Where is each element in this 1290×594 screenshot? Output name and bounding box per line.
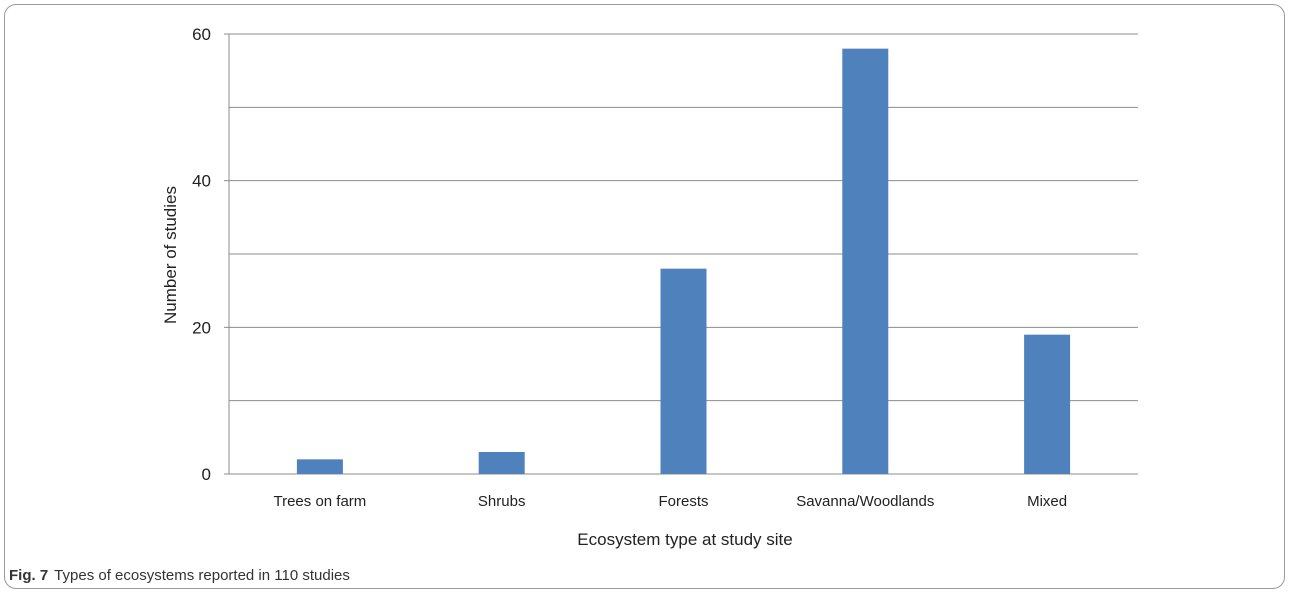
caption-text: Types of ecosystems reported in 110 stud… (54, 567, 350, 584)
x-tick-labels: Trees on farm Shrubs Forests Savanna/Woodla… (273, 493, 1067, 510)
figure-number: Fig. 7 (9, 567, 49, 584)
bar (478, 452, 525, 474)
gridlines (229, 33, 1138, 402)
bar (296, 459, 343, 474)
x-tick-label: Mixed (1027, 493, 1067, 510)
y-tick-label: 0 (202, 465, 211, 484)
y-tick-labels: 0 20 40 60 (192, 25, 211, 484)
y-tick-label: 60 (192, 25, 211, 44)
bar (1024, 334, 1071, 474)
bar-chart: 0 20 40 60 Trees on farm Shrubs Forests Savann… (161, 25, 1138, 549)
bars (296, 48, 1071, 475)
x-tick-label: Shrubs (478, 493, 526, 510)
x-axis-label: Ecosystem type at study site (577, 530, 792, 549)
figure-caption: Fig. 7 Types of ecosystems reported in 11… (9, 567, 350, 584)
y-axis-label: Number of studies (161, 186, 180, 324)
bar (660, 268, 707, 474)
y-tick-label: 40 (192, 172, 211, 191)
figure-frame (4, 4, 1285, 589)
bar (842, 48, 889, 475)
x-tick-label: Savanna/Woodlands (796, 493, 934, 510)
y-tick-label: 20 (192, 318, 211, 337)
x-tick-label: Forests (658, 493, 708, 510)
x-tick-label: Trees on farm (273, 493, 366, 510)
